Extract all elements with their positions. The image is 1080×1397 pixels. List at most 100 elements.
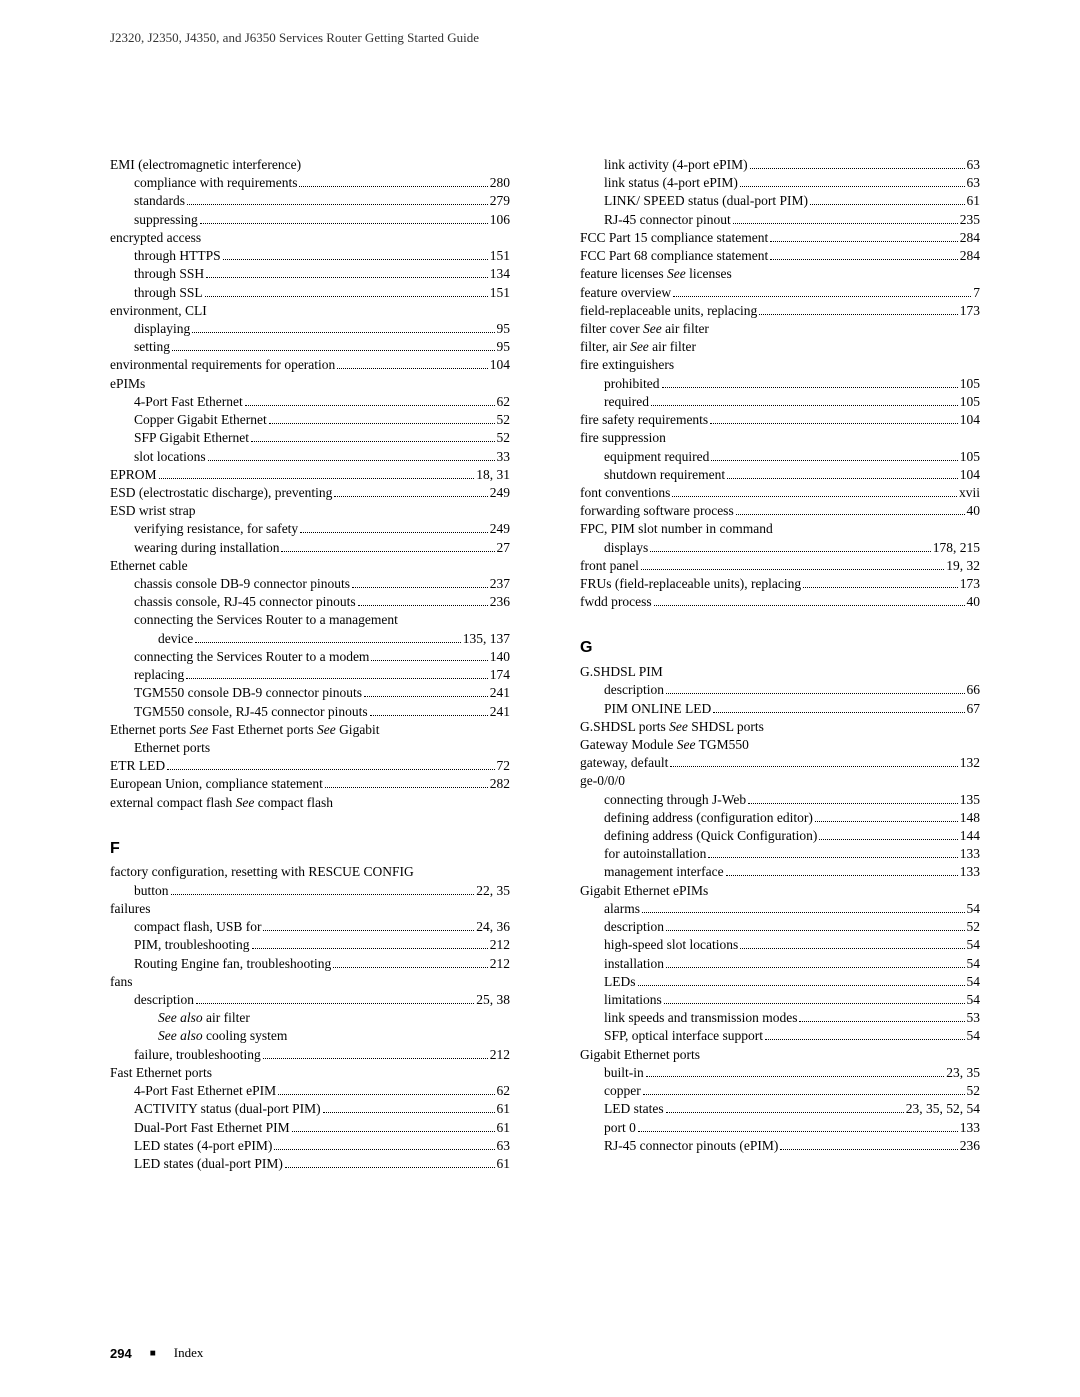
- entry-text: PIM ONLINE LED: [604, 700, 711, 718]
- leader-dots: [192, 332, 494, 333]
- leader-dots: [223, 259, 488, 260]
- index-entry: Copper Gigabit Ethernet52: [110, 411, 510, 429]
- index-line: external compact flash See compact flash: [110, 794, 510, 812]
- index-entry: device135, 137: [110, 630, 510, 648]
- index-entry: defining address (configuration editor)1…: [580, 809, 980, 827]
- index-entry: copper52: [580, 1082, 980, 1100]
- entry-text: fwdd process: [580, 593, 652, 611]
- leader-dots: [300, 532, 488, 533]
- entry-page: 236: [490, 593, 510, 611]
- index-entry: field-replaceable units, replacing173: [580, 302, 980, 320]
- entry-text: field-replaceable units, replacing: [580, 302, 757, 320]
- entry-page: 53: [967, 1009, 981, 1027]
- entry-page: 27: [497, 539, 511, 557]
- leader-dots: [736, 514, 965, 515]
- index-entry: port 0 133: [580, 1119, 980, 1137]
- entry-text: required: [604, 393, 649, 411]
- entry-page: 249: [490, 484, 510, 502]
- entry-text: Routing Engine fan, troubleshooting: [134, 955, 331, 973]
- entry-page: 24, 36: [476, 918, 510, 936]
- page-number: 294: [110, 1346, 132, 1361]
- index-line: Gateway Module See TGM550: [580, 736, 980, 754]
- entry-text: description: [604, 681, 664, 699]
- leader-dots: [770, 259, 958, 260]
- entry-text: standards: [134, 192, 185, 210]
- leader-dots: [733, 223, 958, 224]
- entry-page: 241: [490, 684, 510, 702]
- index-entry: LINK/ SPEED status (dual-port PIM)61: [580, 192, 980, 210]
- leader-dots: [200, 223, 488, 224]
- entry-text: front panel: [580, 557, 639, 575]
- entry-text: chassis console, RJ-45 connector pinouts: [134, 593, 356, 611]
- index-line: ESD wrist strap: [110, 502, 510, 520]
- index-entry: slot locations33: [110, 448, 510, 466]
- index-entry: through HTTPS151: [110, 247, 510, 265]
- entry-text: LINK/ SPEED status (dual-port PIM): [604, 192, 808, 210]
- entry-text: gateway, default: [580, 754, 668, 772]
- index-entry: LED states (4-port ePIM)63: [110, 1137, 510, 1155]
- entry-text: European Union, compliance statement: [110, 775, 323, 793]
- index-entry: through SSH134: [110, 265, 510, 283]
- entry-page: 174: [490, 666, 510, 684]
- entry-page: 105: [960, 393, 980, 411]
- entry-text: ETR LED: [110, 757, 165, 775]
- index-entry: TGM550 console, RJ-45 connector pinouts2…: [110, 703, 510, 721]
- leader-dots: [666, 693, 965, 694]
- entry-text: FRUs (field-replaceable units), replacin…: [580, 575, 801, 593]
- index-entry: button22, 35: [110, 882, 510, 900]
- leader-dots: [651, 405, 958, 406]
- index-entry: ACTIVITY status (dual-port PIM)61: [110, 1100, 510, 1118]
- index-entry: TGM550 console DB-9 connector pinouts 241: [110, 684, 510, 702]
- index-line: fans: [110, 973, 510, 991]
- entry-text: TGM550 console DB-9 connector pinouts: [134, 684, 362, 702]
- entry-text: through HTTPS: [134, 247, 221, 265]
- entry-text: Dual-Port Fast Ethernet PIM: [134, 1119, 290, 1137]
- index-entry: PIM ONLINE LED67: [580, 700, 980, 718]
- entry-text: FCC Part 68 compliance statement: [580, 247, 768, 265]
- entry-text: built-in: [604, 1064, 644, 1082]
- entry-text: limitations: [604, 991, 662, 1009]
- index-columns: EMI (electromagnetic interference)compli…: [110, 156, 980, 1173]
- index-entry: ETR LED72: [110, 757, 510, 775]
- entry-page: 282: [490, 775, 510, 793]
- entry-page: 23, 35, 52, 54: [906, 1100, 980, 1118]
- entry-text: shutdown requirement: [604, 466, 725, 484]
- entry-page: 133: [960, 1119, 980, 1137]
- leader-dots: [810, 204, 965, 205]
- leader-dots: [352, 587, 488, 588]
- entry-page: 22, 35: [476, 882, 510, 900]
- entry-text: port 0: [604, 1119, 636, 1137]
- entry-text: connecting the Services Router to a mode…: [134, 648, 369, 666]
- entry-text: compliance with requirements: [134, 174, 297, 192]
- index-line: Ethernet ports See Fast Ethernet ports S…: [110, 721, 510, 739]
- entry-page: 135: [960, 791, 980, 809]
- entry-text: description: [134, 991, 194, 1009]
- entry-text: connecting through J-Web: [604, 791, 746, 809]
- entry-page: xvii: [959, 484, 980, 502]
- index-entry: EPROM18, 31: [110, 466, 510, 484]
- leader-dots: [337, 368, 487, 369]
- entry-page: 18, 31: [476, 466, 510, 484]
- entry-page: 54: [967, 991, 981, 1009]
- entry-page: 236: [960, 1137, 980, 1155]
- entry-text: ACTIVITY status (dual-port PIM): [134, 1100, 321, 1118]
- index-entry: required 105: [580, 393, 980, 411]
- leader-dots: [727, 478, 958, 479]
- index-entry: prohibited105: [580, 375, 980, 393]
- leader-dots: [334, 496, 487, 497]
- entry-text: for autoinstallation: [604, 845, 706, 863]
- entry-text: forwarding software process: [580, 502, 734, 520]
- leader-dots: [299, 186, 487, 187]
- entry-text: link status (4-port ePIM): [604, 174, 738, 192]
- leader-dots: [643, 1094, 965, 1095]
- index-line: ge-0/0/0: [580, 772, 980, 790]
- leader-dots: [263, 1058, 488, 1059]
- index-entry: suppressing106: [110, 211, 510, 229]
- leader-dots: [711, 460, 957, 461]
- index-line: G.SHDSL PIM: [580, 663, 980, 681]
- entry-text: SFP Gigabit Ethernet: [134, 429, 249, 447]
- leader-dots: [815, 821, 958, 822]
- leader-dots: [196, 1003, 474, 1004]
- leader-dots: [245, 405, 495, 406]
- leader-dots: [780, 1149, 957, 1150]
